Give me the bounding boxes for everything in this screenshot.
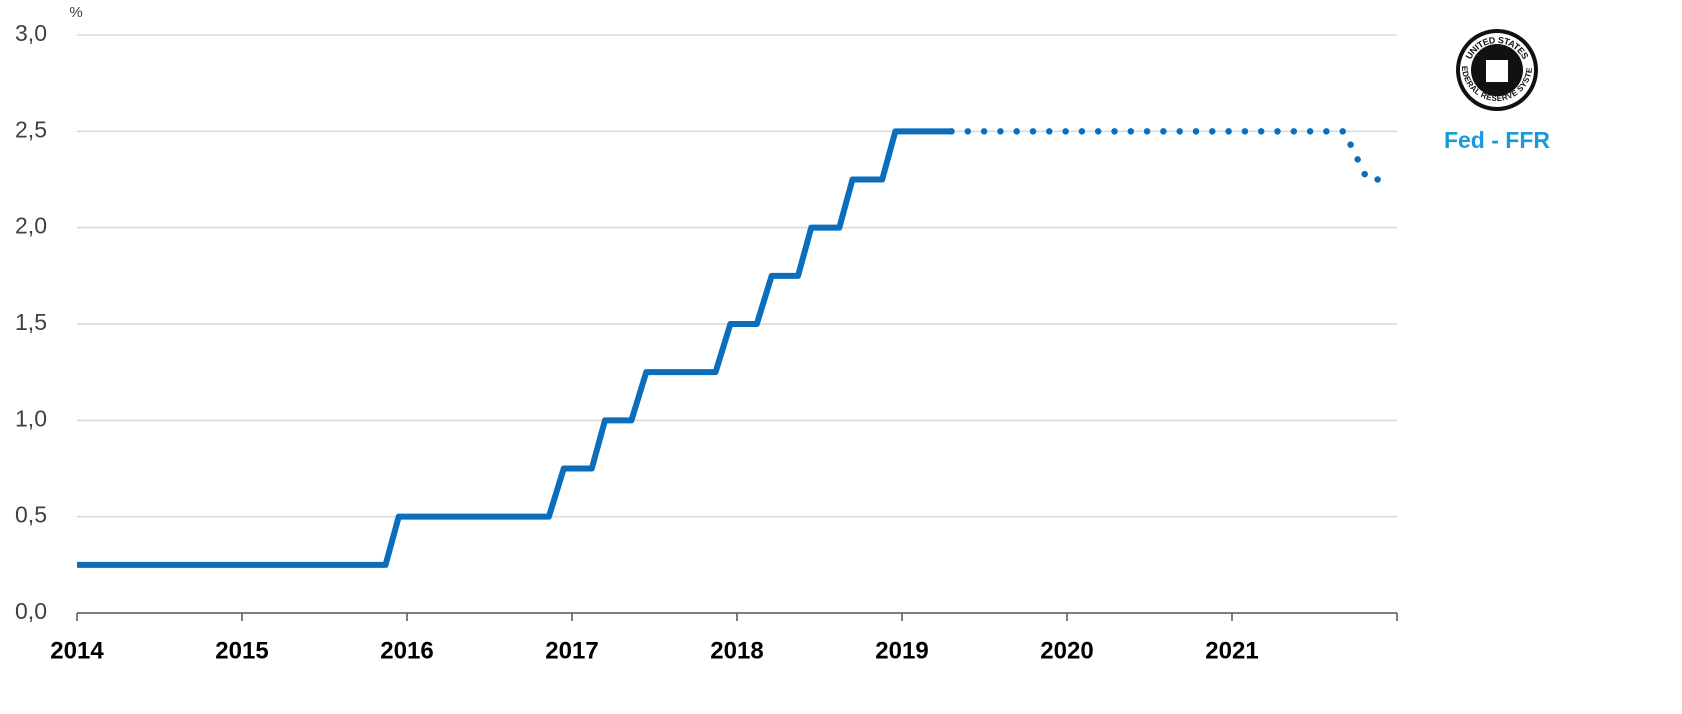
- x-tick-label: 2014: [50, 637, 104, 664]
- line-series: [948, 128, 1392, 183]
- x-tick-label: 2021: [1205, 637, 1258, 664]
- y-tick-label: 3,0: [15, 20, 47, 46]
- logo-text-bottom: FEDERAL RESERVE SYSTEM: [0, 0, 1534, 103]
- y-tick-label: 2,5: [15, 116, 47, 142]
- y-tick-label: 0,5: [15, 502, 47, 528]
- logo-text-bottom-path: FEDERAL RESERVE SYSTEM: [0, 0, 1534, 103]
- y-unit: %: [69, 4, 82, 21]
- x-tick-label: 2017: [545, 637, 598, 664]
- x-tick-label: 2015: [215, 637, 268, 664]
- x-tick-label: 2019: [875, 637, 928, 664]
- logo-shield: [1486, 60, 1508, 82]
- y-tick-label: 2,0: [15, 213, 47, 239]
- legend-label: Fed - FFR: [1444, 127, 1550, 153]
- x-tick-label: 2018: [710, 637, 763, 664]
- y-tick-label: 1,5: [15, 309, 47, 335]
- logo: UNITED STATES FEDERAL RESERVE SYSTEM: [0, 0, 1538, 111]
- y-tick-label: 1,0: [15, 405, 47, 431]
- x-tick-label: 2020: [1040, 637, 1093, 664]
- line-series: [77, 128, 952, 568]
- y-tick-label: 0,0: [15, 598, 47, 624]
- x-tick-label: 2016: [380, 637, 433, 664]
